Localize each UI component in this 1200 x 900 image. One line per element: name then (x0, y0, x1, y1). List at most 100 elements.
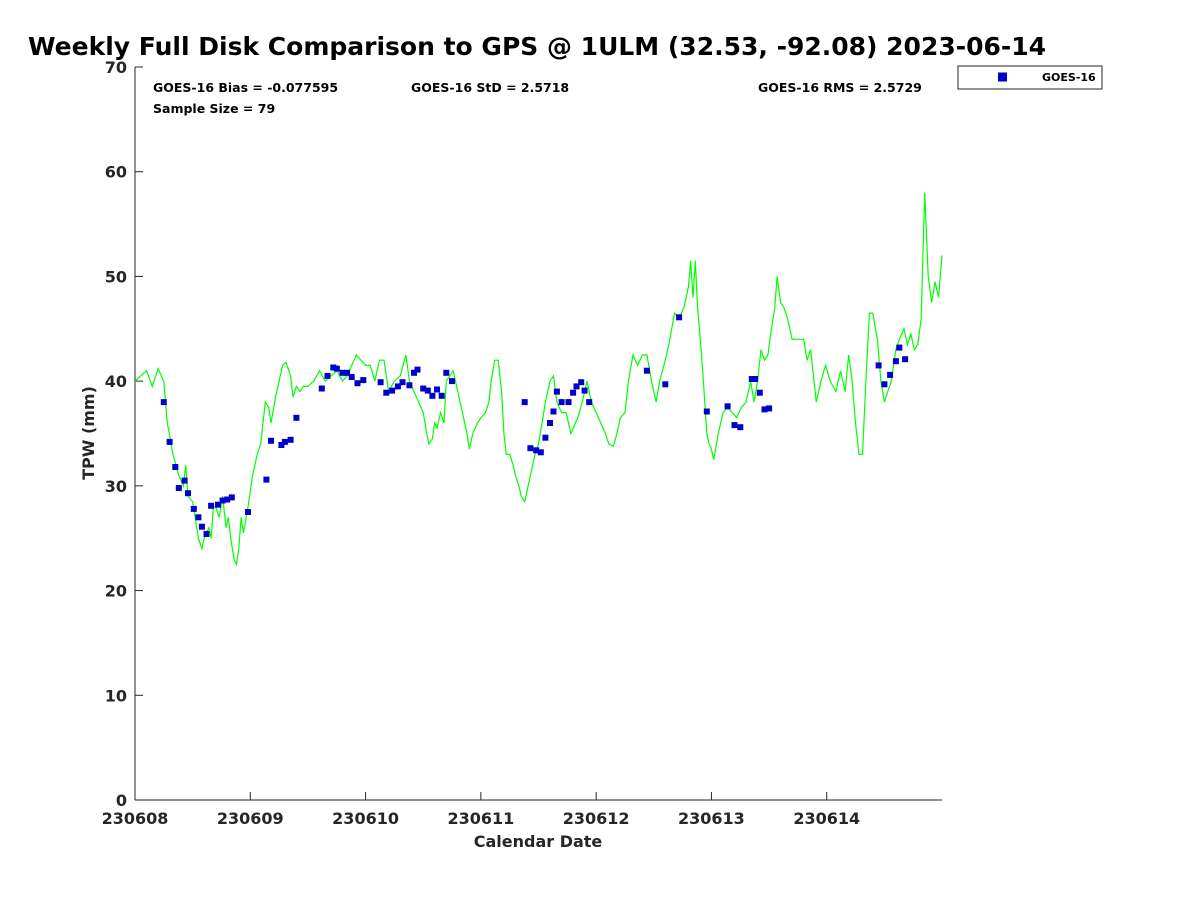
goes-16-point (219, 497, 226, 504)
goes-16-point (324, 372, 331, 379)
goes-16-point (643, 367, 650, 374)
y-tick-label: 50 (105, 267, 127, 286)
y-tick-label: 30 (105, 477, 127, 496)
goes-16-point (443, 369, 450, 376)
y-axis-label: TPW (mm) (79, 386, 98, 480)
x-tick-label: 230610 (332, 809, 399, 828)
goes-16-point (293, 414, 300, 421)
goes-16-point (318, 385, 325, 392)
goes-16-point (553, 388, 560, 395)
goes-16-point (198, 523, 205, 530)
goes-16-point (896, 344, 903, 351)
y-tick-label: 10 (105, 686, 127, 705)
goes-16-point (287, 436, 294, 443)
goes-16-point (175, 485, 182, 491)
goes-16-point (527, 445, 534, 452)
x-tick-label: 230614 (793, 809, 860, 828)
goes-16-point (550, 408, 557, 415)
y-ticks: 0 10 20 30 40 50 60 70 (105, 58, 143, 810)
x-tick-label: 230608 (102, 809, 169, 828)
goes-16-point (737, 424, 744, 431)
y-tick-label: 0 (116, 791, 127, 810)
goes-16-point (160, 399, 167, 406)
x-axis-label: Calendar Date (474, 832, 603, 851)
goes-16-point (892, 358, 899, 365)
y-tick-label: 60 (105, 163, 127, 182)
goes-16-point (429, 392, 436, 399)
legend-label-goes-16: GOES-16 (1042, 71, 1096, 84)
goes-16-point (172, 464, 179, 470)
goes-16-point (190, 505, 197, 512)
goes-16-point (586, 399, 593, 406)
goes-16-point (731, 422, 738, 429)
goes-16-point (537, 449, 544, 456)
goes-16-point (724, 403, 731, 410)
goes-16-point (394, 383, 401, 390)
y-tick-label: 40 (105, 372, 127, 391)
goes-16-point (752, 376, 759, 382)
goes-16-point (399, 379, 406, 386)
y-tick-label: 70 (105, 58, 127, 77)
goes-16-point (377, 379, 384, 386)
goes-16-point (766, 405, 773, 412)
goes-16-point (573, 383, 580, 390)
goes-16-point (344, 369, 351, 376)
goes-16-point (208, 502, 215, 509)
goes-16-point (330, 364, 337, 371)
goes-16-point (875, 362, 882, 369)
goes-16-point (278, 442, 285, 448)
goes-16-point (449, 378, 455, 385)
goes-16-point (676, 314, 683, 321)
goes-16-point (756, 389, 763, 396)
series-layer (134, 192, 943, 567)
sample-size-stat: Sample Size = 79 (153, 101, 275, 116)
goes-16-point (542, 434, 549, 441)
goes-16-point (281, 438, 288, 445)
goes-16-point (424, 387, 431, 394)
goes-16-point (203, 531, 210, 537)
rms-stat: GOES-16 RMS = 2.5729 (758, 80, 922, 95)
goes-16-point (438, 392, 445, 399)
goes-16-point (354, 380, 361, 387)
goes-16-point (547, 420, 553, 426)
goes-16-point (748, 376, 755, 382)
goes-16-point (420, 385, 427, 392)
goes-16-point (533, 447, 540, 454)
goes-16-point (263, 476, 270, 483)
goes-16-point (228, 494, 235, 501)
goes-16-point (887, 371, 894, 378)
goes-16-point (360, 377, 367, 384)
goes-16-point (578, 379, 585, 386)
std-stat: GOES-16 StD = 2.5718 (411, 80, 569, 95)
goes-16-point (570, 389, 577, 396)
x-ticks: 230608 230609 230610 230611 230612 230613 2306… (102, 792, 860, 828)
goes-16-point (333, 365, 340, 372)
chart-title: Weekly Full Disk Comparison to GPS @ 1UL… (28, 32, 1046, 61)
x-tick-label: 230609 (217, 809, 284, 828)
bias-stat: GOES-16 Bias = -0.077595 (153, 80, 338, 95)
goes-16-point (881, 381, 888, 388)
goes-16-point (565, 399, 572, 406)
x-tick-label: 230611 (447, 809, 514, 828)
goes-16-point (348, 374, 355, 380)
goes-16-point (339, 369, 346, 376)
x-tick-label: 230613 (678, 809, 745, 828)
goes-16-point (558, 399, 565, 406)
goes-16-point (224, 496, 231, 503)
goes-16-point (902, 356, 909, 363)
legend-box (957, 65, 1103, 90)
goes-16-point (411, 369, 417, 376)
goes-16-point (414, 366, 421, 373)
goes-16-point (389, 387, 396, 394)
goes-16-point (406, 382, 413, 389)
plot-area (134, 67, 942, 801)
goes-16-point (521, 399, 528, 406)
goes-16-point (268, 437, 274, 444)
goes-16-point (166, 438, 173, 445)
legend: GOES-16 (957, 65, 1103, 90)
goes-16-point (434, 386, 440, 393)
goes-16-point (761, 406, 768, 413)
goes-16-point (383, 389, 390, 396)
legend-marker (998, 72, 1007, 82)
